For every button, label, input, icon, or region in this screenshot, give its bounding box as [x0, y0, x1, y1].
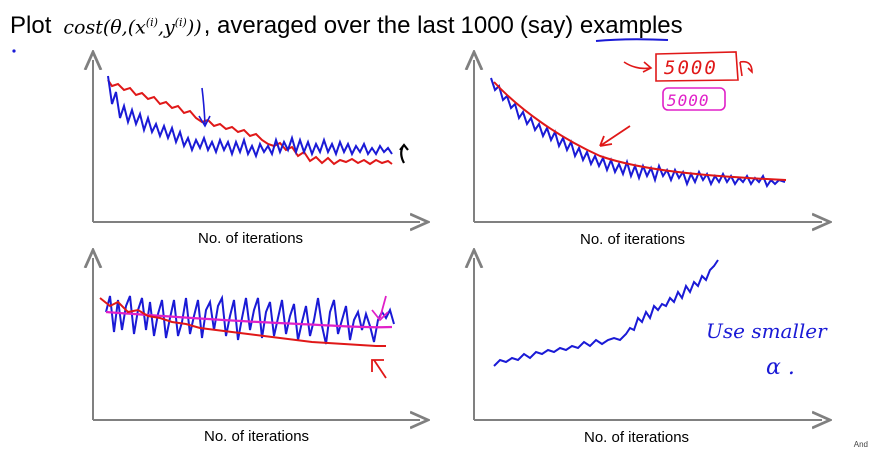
note-alpha: α . — [766, 355, 795, 380]
annotation-arrow-magenta — [371, 295, 389, 322]
annotation-box-pink — [662, 87, 726, 111]
annotation-arrow-top-left — [198, 87, 211, 128]
number-underline — [595, 38, 669, 42]
corner-text: And — [853, 440, 868, 449]
title-number: 1000 — [460, 12, 514, 40]
curve-red-bottom-left — [99, 297, 386, 347]
curve-blue-bottom-left — [105, 294, 395, 345]
stray-dot — [12, 49, 16, 53]
curve-blue-top-left — [107, 75, 393, 159]
title-formula: cost(θ,(x(i),y(i))) — [63, 16, 202, 39]
curve-red-top-right — [493, 81, 787, 181]
axes-bottom-left — [93, 258, 420, 420]
title-before-number: , averaged over the last — [203, 12, 455, 40]
title-prefix: Plot — [10, 12, 52, 40]
boxed-number-red: 5000 — [664, 57, 718, 79]
slide-title: Plot cost(θ,(x(i),y(i))) , averaged over… — [10, 6, 683, 40]
xlabel-top-right: No. of iterations — [580, 231, 686, 248]
axes-top-right — [474, 60, 822, 222]
boxed-number-pink: 5000 — [667, 91, 710, 110]
xlabel-top-left: No. of iterations — [198, 230, 304, 247]
annotation-arrow-top-right — [599, 125, 631, 147]
xlabel-bottom-right: No. of iterations — [584, 429, 690, 446]
curve-blue-bottom-right — [493, 259, 719, 367]
annotation-arrow-red-left — [623, 61, 653, 73]
note-use-smaller: Use smaller — [706, 319, 828, 343]
annotation-hook-red-right — [739, 60, 753, 77]
annotation-arrows-black — [399, 143, 409, 164]
curve-magenta-bottom-left — [105, 310, 393, 329]
curve-blue-top-right — [490, 77, 786, 189]
curve-red-top-left — [107, 79, 393, 166]
axes-bottom-right — [474, 258, 822, 420]
title-after-number: (say) examples — [519, 12, 683, 40]
annotation-box-red — [655, 51, 739, 82]
annotation-arrow-red-bottom — [371, 359, 387, 379]
axes-top-left — [93, 60, 420, 222]
xlabel-bottom-left: No. of iterations — [204, 428, 310, 445]
